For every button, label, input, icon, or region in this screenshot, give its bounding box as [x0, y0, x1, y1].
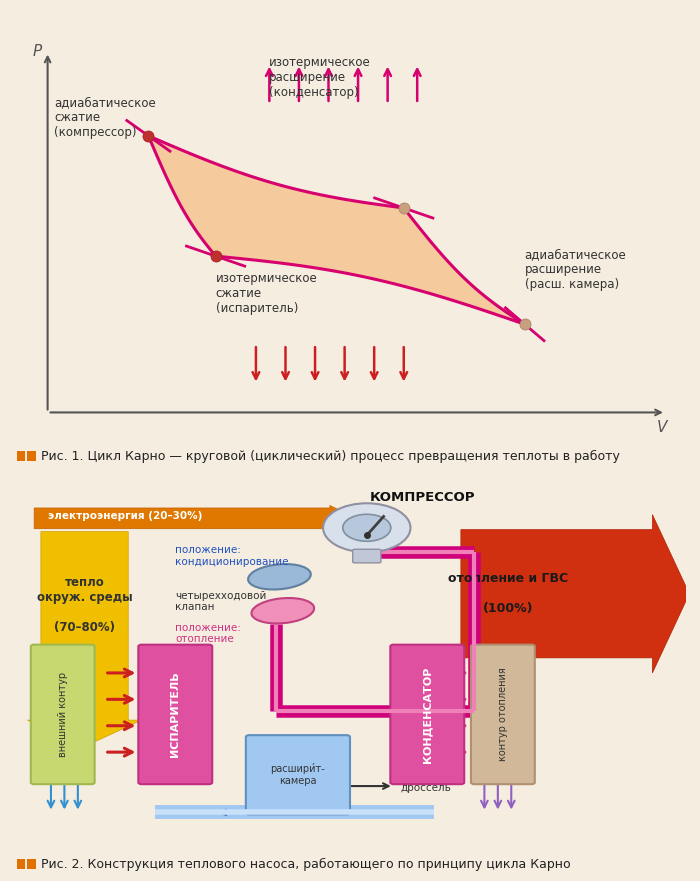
Text: ИСПАРИТЕЛЬ: ИСПАРИТЕЛЬ	[170, 671, 181, 758]
Ellipse shape	[251, 598, 314, 624]
Polygon shape	[148, 136, 525, 324]
Text: положение:
кондиционирование: положение: кондиционирование	[175, 545, 289, 566]
Text: тепло
окруж. среды

(70–80%): тепло окруж. среды (70–80%)	[36, 576, 132, 634]
Ellipse shape	[248, 564, 311, 589]
FancyBboxPatch shape	[31, 645, 94, 784]
Text: электроэнергия (20–30%): электроэнергия (20–30%)	[48, 512, 202, 522]
Text: Рис. 2. Конструкция теплового насоса, работающего по принципу цикла Карно: Рис. 2. Конструкция теплового насоса, ра…	[41, 858, 570, 870]
Text: дроссель: дроссель	[400, 783, 452, 793]
Text: V: V	[657, 420, 668, 435]
Text: Рис. 1. Цикл Карно — круговой (циклический) процесс превращения теплоты в работу: Рис. 1. Цикл Карно — круговой (циклическ…	[41, 450, 620, 463]
Text: КОНДЕНСАТОР: КОНДЕНСАТОР	[422, 666, 433, 763]
FancyBboxPatch shape	[246, 735, 350, 814]
Text: адиабатическое
сжатие
(компрессор): адиабатическое сжатие (компрессор)	[55, 96, 156, 139]
Bar	[18, 451, 25, 462]
Text: адиабатическое
расширение
(расш. камера): адиабатическое расширение (расш. камера)	[525, 248, 626, 291]
FancyBboxPatch shape	[471, 645, 535, 784]
Bar	[27, 859, 36, 870]
FancyBboxPatch shape	[391, 645, 464, 784]
Text: четырехходовой
клапан: четырехходовой клапан	[175, 590, 267, 612]
Text: расшири́т-
камера: расшири́т- камера	[270, 764, 326, 786]
Text: контур отопления: контур отопления	[498, 668, 508, 761]
FancyBboxPatch shape	[353, 549, 381, 563]
FancyArrow shape	[27, 531, 141, 746]
Text: изотермическое
расширение
(конденсатор): изотермическое расширение (конденсатор)	[270, 56, 371, 99]
FancyArrow shape	[461, 515, 690, 673]
Bar	[18, 859, 25, 870]
Text: отопление и ГВС

(100%): отопление и ГВС (100%)	[448, 573, 568, 615]
FancyArrow shape	[34, 506, 357, 531]
Circle shape	[323, 503, 410, 552]
Bar	[27, 451, 36, 462]
Text: внешний контур: внешний контур	[57, 672, 68, 757]
Text: изотермическое
сжатие
(испаритель): изотермическое сжатие (испаритель)	[216, 272, 317, 315]
Text: КОМПРЕССОР: КОМПРЕССОР	[370, 491, 476, 504]
Text: положение:
отопление: положение: отопление	[175, 623, 242, 644]
FancyBboxPatch shape	[139, 645, 212, 784]
Text: P: P	[33, 44, 42, 59]
Circle shape	[343, 515, 391, 541]
